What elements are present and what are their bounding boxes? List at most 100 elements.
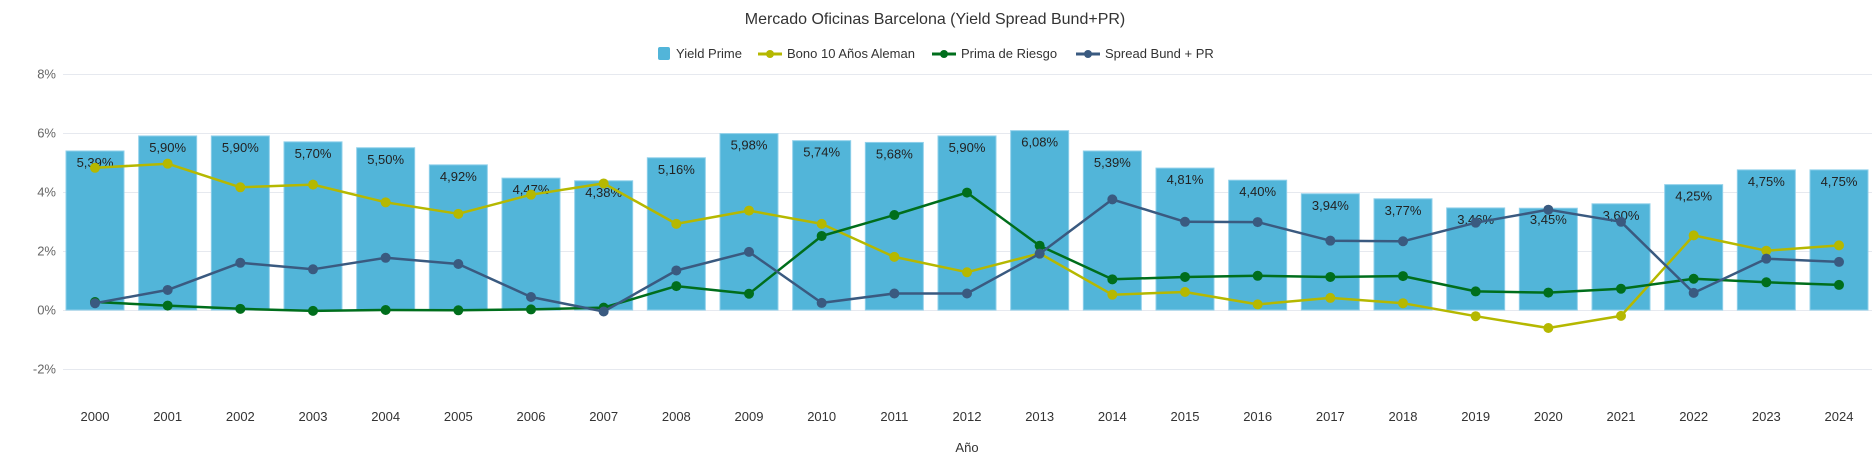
x-tick-label: 2018 (1389, 409, 1418, 424)
x-tick-label: 2004 (371, 409, 400, 424)
y-tick-label: -2% (33, 362, 57, 377)
x-tick-label: 2001 (153, 409, 182, 424)
point-spread (1616, 216, 1626, 227)
point-spread (1688, 287, 1699, 298)
point-prima (1470, 286, 1481, 297)
bar-data-label: 5,39% (1094, 155, 1131, 170)
x-tick-label: 2008 (662, 409, 691, 424)
point-prima (1834, 279, 1844, 290)
point-prima (1034, 240, 1045, 251)
bar-data-label: 5,90% (949, 140, 986, 155)
point-spread (380, 252, 391, 263)
bars (65, 130, 1869, 311)
point-bono (380, 197, 391, 208)
point-bono (1834, 240, 1844, 251)
bar-data-label: 4,25% (1675, 189, 1712, 204)
x-tick-label: 2022 (1679, 409, 1708, 424)
x-axis: 2000 2001 2002 2003 2004 2005 2006 2007 2008 2009… (81, 409, 1854, 424)
bar-yield-prime (719, 133, 779, 311)
x-tick-label: 2012 (953, 409, 982, 424)
bar-data-label: 3,45% (1530, 212, 1567, 227)
point-prima (816, 230, 827, 241)
legend-item-spread[interactable]: Spread Bund + PR (1076, 46, 1214, 61)
legend-label: Bono 10 Años Aleman (787, 46, 915, 61)
point-bono (816, 218, 827, 229)
point-bono (235, 182, 246, 193)
point-spread (962, 288, 972, 299)
point-prima (308, 305, 318, 316)
bar-data-label: 5,68% (876, 146, 913, 161)
bar-yield-prime (1228, 179, 1288, 311)
bar-data-label: 6,08% (1021, 135, 1058, 150)
point-prima (453, 305, 464, 316)
bar-yield-prime (1082, 150, 1142, 311)
bar-yield-prime (210, 135, 270, 311)
point-prima (1616, 283, 1626, 294)
point-prima (1398, 271, 1408, 282)
y-axis: -2% 0% 2% 4% 6% 8% (33, 67, 57, 377)
bar-data-label: 5,90% (222, 140, 259, 155)
bar-data-label: 5,74% (803, 145, 840, 160)
point-spread (1325, 235, 1336, 246)
point-spread (1252, 217, 1263, 228)
point-spread (1834, 256, 1844, 267)
x-tick-label: 2020 (1534, 409, 1563, 424)
point-prima (235, 303, 246, 314)
point-spread (1107, 194, 1118, 205)
point-prima (380, 305, 391, 315)
point-bono (1688, 230, 1699, 241)
point-spread (90, 298, 100, 309)
lines (90, 158, 1844, 333)
point-spread (1761, 253, 1772, 264)
bar-data-label: 4,75% (1748, 174, 1785, 189)
point-prima (1107, 274, 1118, 285)
legend: Yield Prime Bono 10 Años Aleman Prima de… (658, 46, 1214, 61)
x-tick-label: 2005 (444, 409, 473, 424)
bar-yield-prime (65, 150, 125, 311)
legend-item-yield-prime[interactable]: Yield Prime (658, 46, 742, 61)
bar-yield-prime (428, 164, 488, 311)
bar-yield-prime (937, 135, 997, 311)
point-bono (453, 208, 464, 219)
point-bono (889, 251, 900, 262)
bar-yield-prime (1300, 193, 1360, 311)
bar-data-label: 4,75% (1821, 174, 1858, 189)
legend-label: Prima de Riesgo (961, 46, 1057, 61)
bar-yield-prime (1010, 130, 1070, 311)
point-spread (744, 246, 754, 257)
legend-item-bono[interactable]: Bono 10 Años Aleman (758, 46, 915, 61)
point-bono (1543, 322, 1554, 333)
point-spread (1543, 204, 1554, 215)
point-spread (889, 288, 900, 299)
x-tick-label: 2023 (1752, 409, 1781, 424)
bar-data-labels: 5,39%5,90% 5,90% 5,70% 5,50%4,92%4,47% 4,38%… (77, 135, 1858, 228)
point-prima (1761, 277, 1772, 288)
point-spread (453, 258, 464, 269)
bar-yield-prime (1155, 167, 1215, 311)
bar-data-label: 5,90% (149, 140, 186, 155)
point-bono (1325, 292, 1336, 303)
point-prima (671, 281, 682, 292)
point-spread (598, 306, 609, 317)
x-tick-label: 2006 (517, 409, 546, 424)
legend-marker-icon (1084, 50, 1092, 58)
point-prima (526, 304, 536, 315)
point-spread (1398, 236, 1408, 247)
x-tick-label: 2002 (226, 409, 255, 424)
legend-item-prima[interactable]: Prima de Riesgo (932, 46, 1057, 61)
x-tick-label: 2011 (880, 409, 908, 424)
point-spread (308, 264, 318, 275)
bar-yield-prime (1373, 198, 1433, 311)
legend-swatch-bar-icon (658, 47, 670, 60)
x-tick-label: 2010 (807, 409, 836, 424)
bar-yield-prime (574, 180, 634, 311)
point-spread (1034, 248, 1045, 259)
y-tick-label: 8% (37, 67, 56, 82)
y-tick-label: 2% (37, 244, 56, 259)
bar-data-label: 3,77% (1385, 203, 1422, 218)
x-tick-label: 2013 (1025, 409, 1054, 424)
point-prima (1325, 271, 1336, 282)
point-spread (162, 284, 173, 295)
point-spread (1180, 216, 1190, 227)
